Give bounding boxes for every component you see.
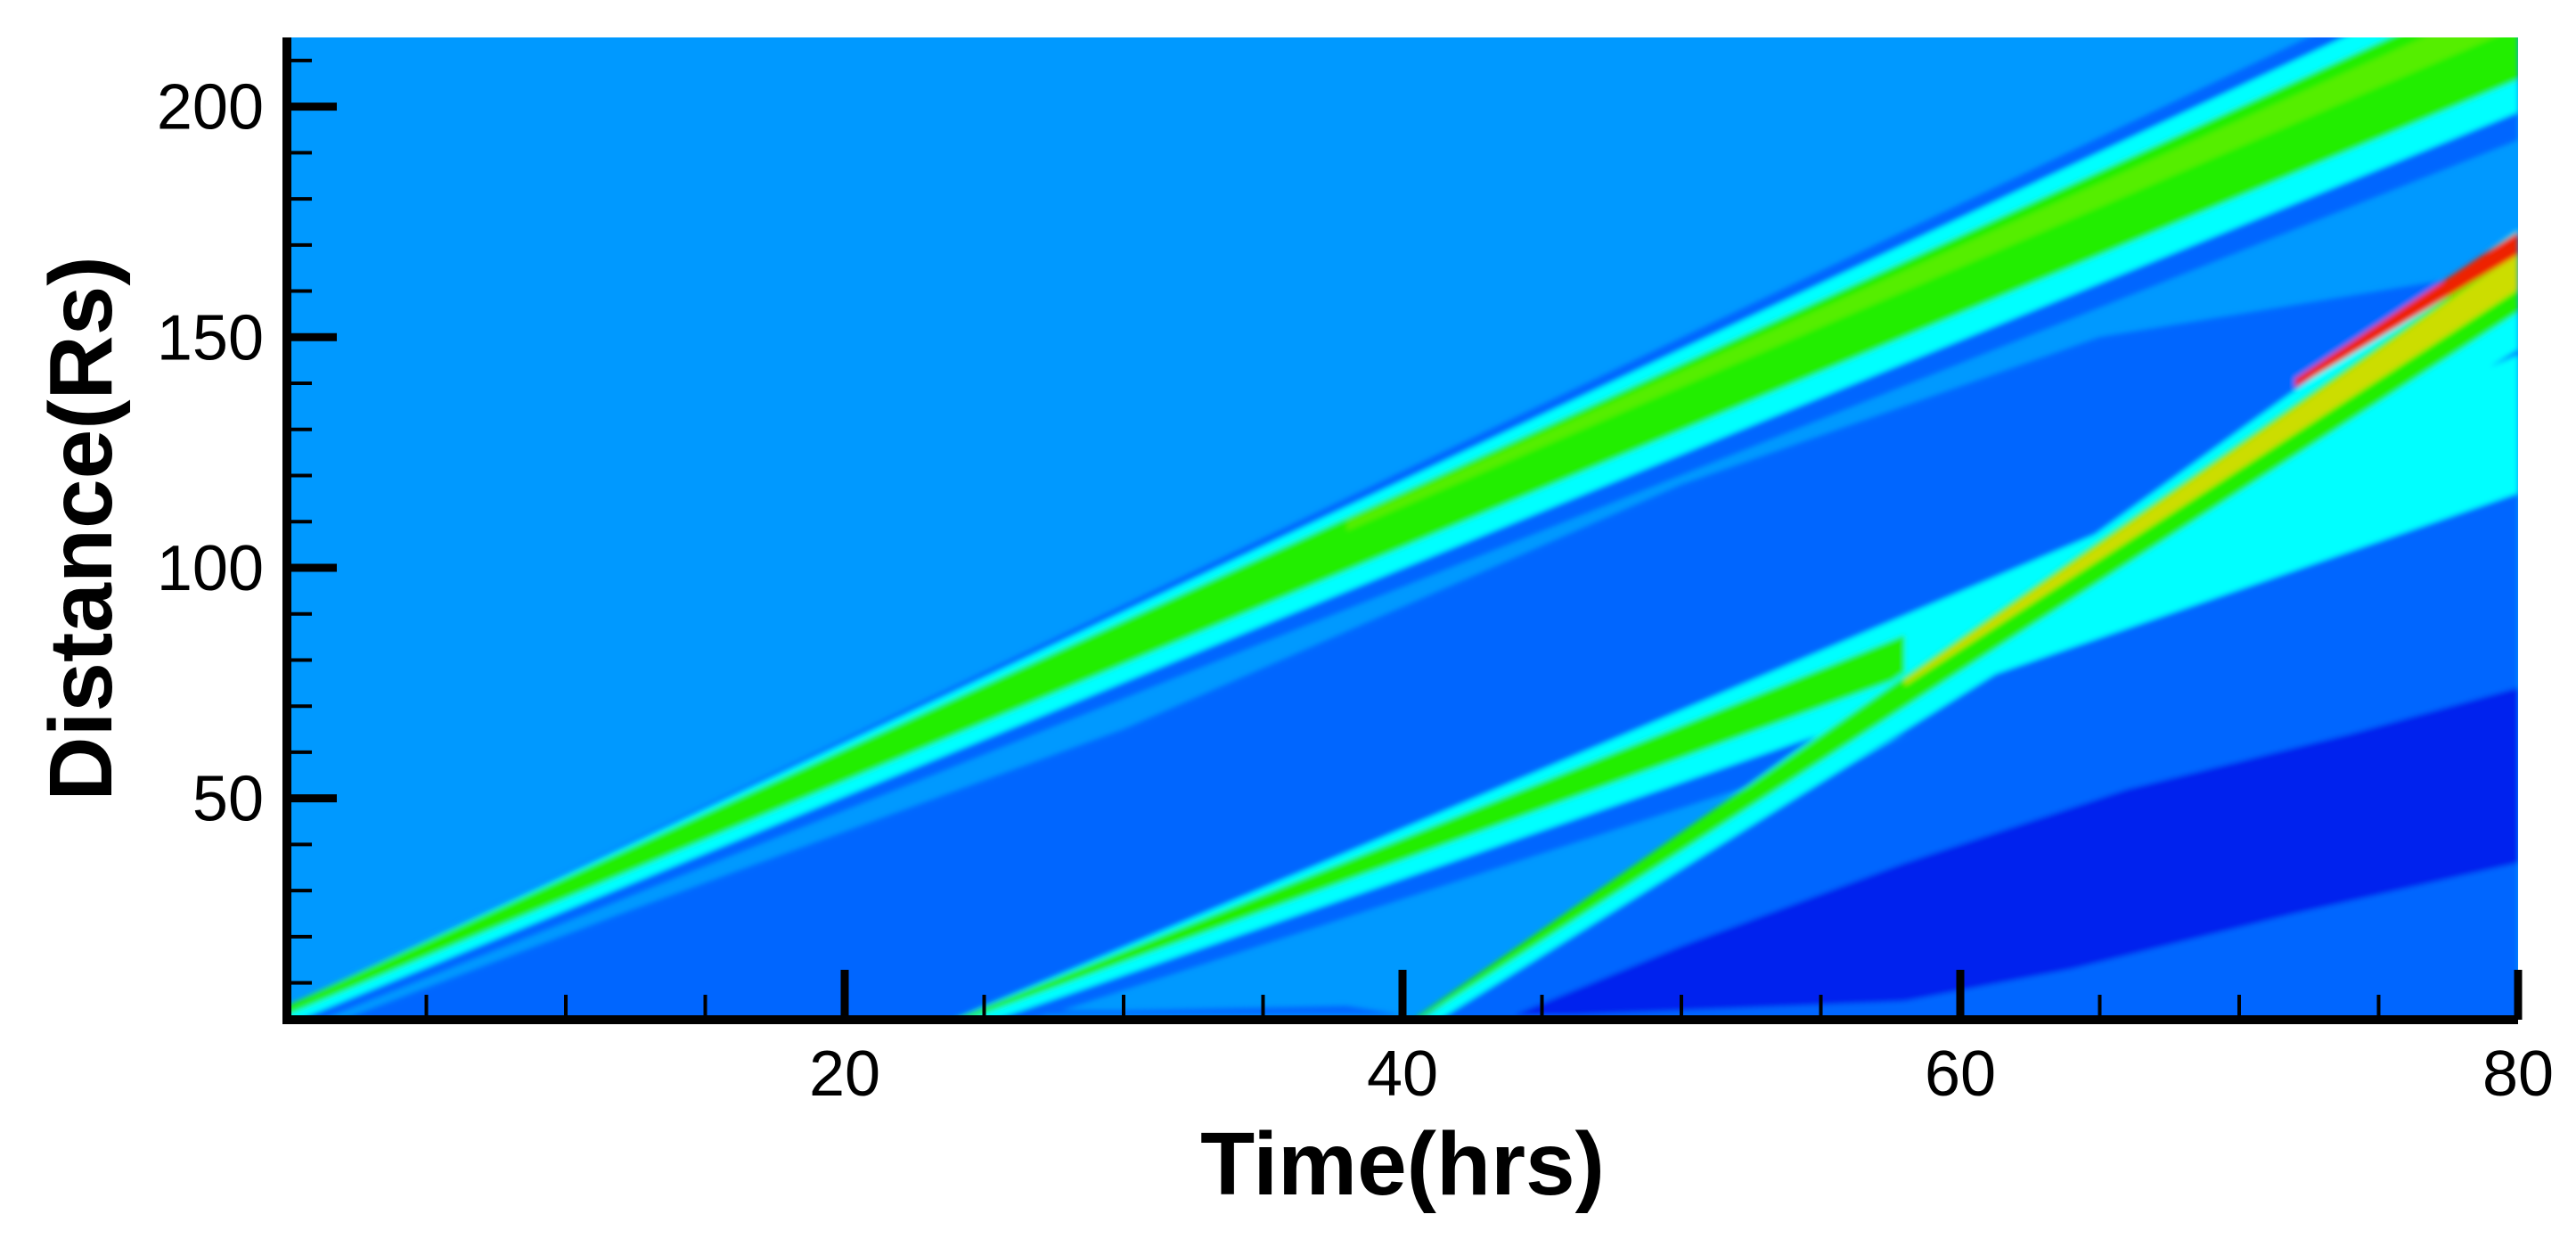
front-1-hot <box>1346 37 2495 531</box>
front-2-outer <box>969 332 2518 1020</box>
front-1-core <box>287 37 2518 1015</box>
rarefaction-floor-low <box>1569 863 2518 1015</box>
front-3-hot <box>1904 252 2518 685</box>
y-axis-title: Distance(Rs) <box>31 256 131 800</box>
y-tick-label: 100 <box>157 533 264 604</box>
x-tick-label: 40 <box>1367 1038 1438 1110</box>
base-layer-low <box>510 1005 1402 1015</box>
x-tick-label: 80 <box>2482 1038 2554 1110</box>
contour-field <box>287 37 2518 1020</box>
front-3-core <box>1416 248 2518 1020</box>
front-3-peak <box>2294 231 2518 389</box>
front-2-core <box>953 635 1905 1020</box>
x-axis-title: Time(hrs) <box>1200 1114 1605 1214</box>
axes: 20 40 60 80 50 100 150 200 <box>157 37 2554 1110</box>
y-tick-label: 150 <box>157 302 264 373</box>
inter-region-low <box>342 267 2518 1020</box>
x-tick-label: 20 <box>809 1038 880 1110</box>
x-tick-label: 60 <box>1925 1038 1996 1110</box>
y-tick-label: 200 <box>157 72 264 144</box>
y-tick-label: 50 <box>192 764 264 835</box>
